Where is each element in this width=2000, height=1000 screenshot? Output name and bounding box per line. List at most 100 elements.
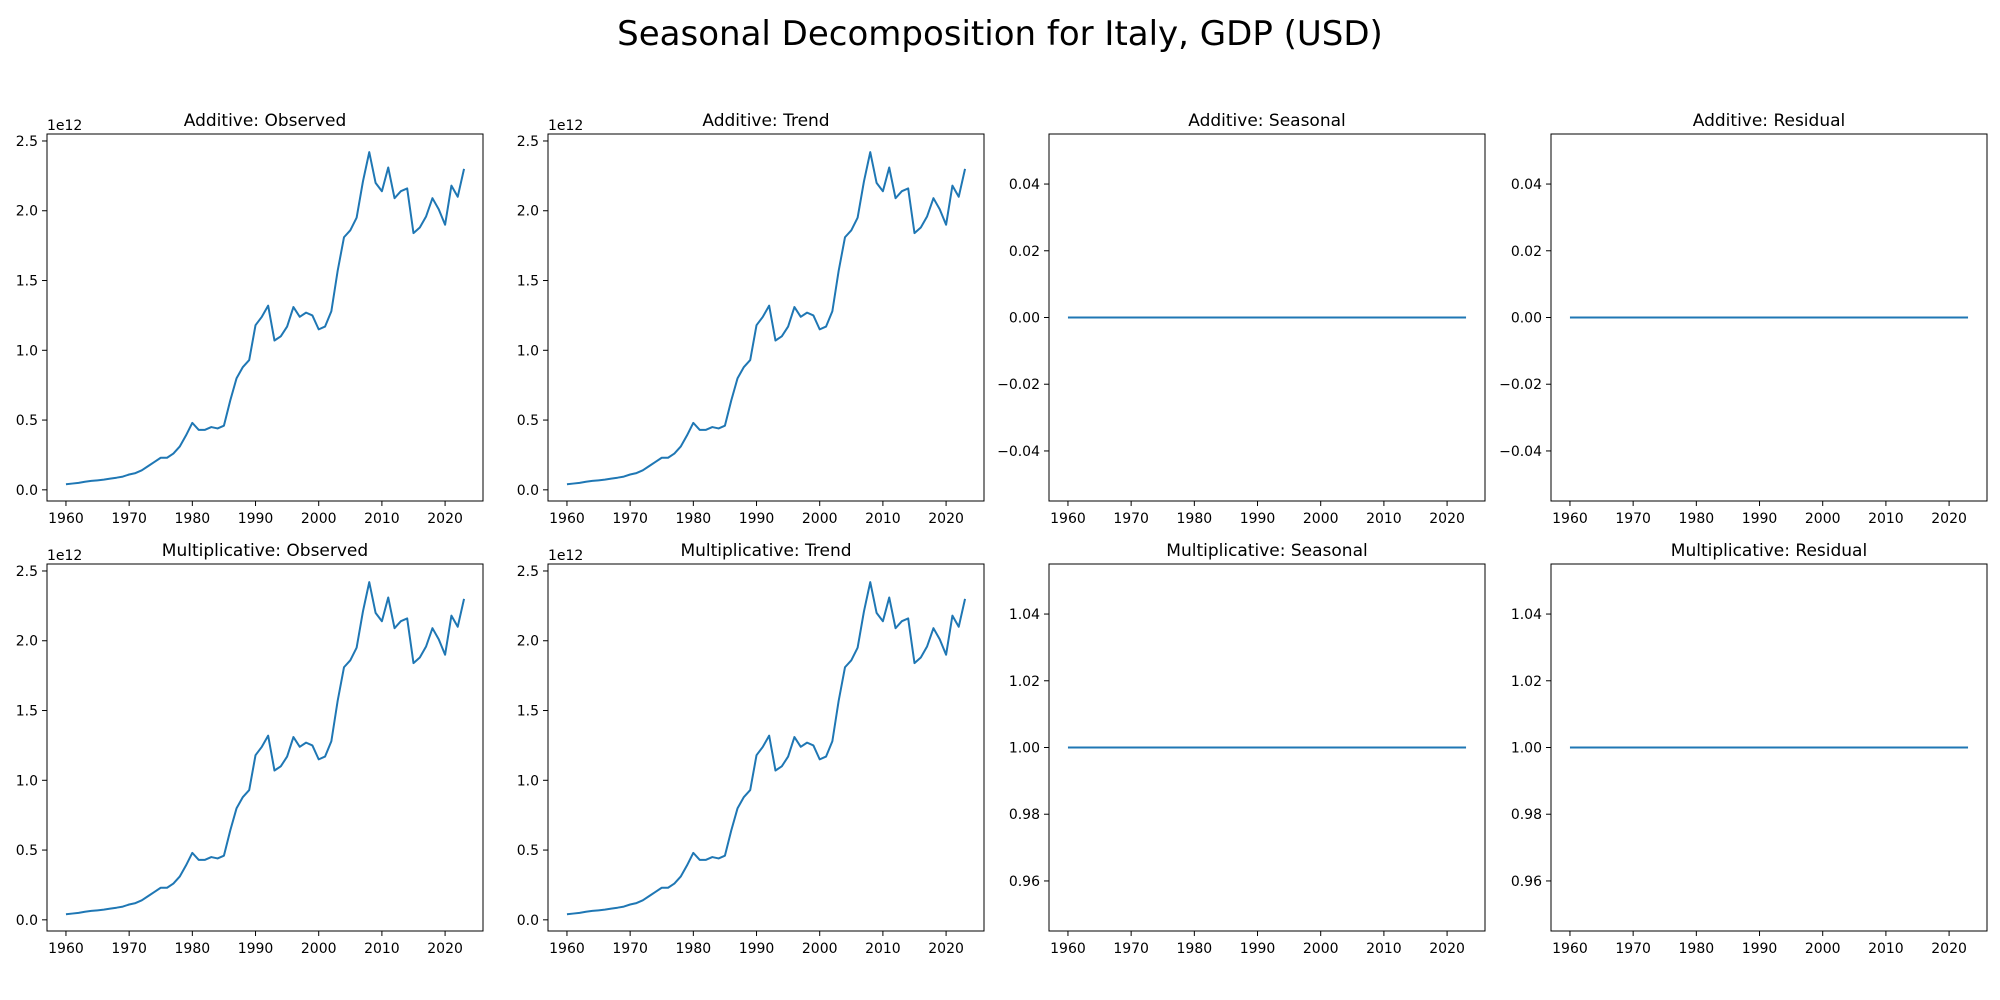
y-tick-label: −0.02 (997, 377, 1040, 393)
x-tick-label: 2010 (865, 511, 901, 527)
y-tick-label: 0.0 (16, 913, 38, 929)
y-tick-label: 0.96 (1511, 874, 1542, 890)
x-tick-label: 1970 (111, 511, 147, 527)
x-tick-label: 1980 (175, 511, 211, 527)
y-tick-label: 1.5 (16, 274, 38, 290)
plot-frame (46, 133, 484, 502)
x-tick-label: 2010 (1868, 941, 1904, 957)
y-tick-label: 1.5 (517, 704, 539, 720)
x-tick-label: 2000 (802, 941, 838, 957)
x-tick-label: 2010 (1868, 511, 1904, 527)
x-tick-label: 2010 (865, 941, 901, 957)
x-tick-label: 1980 (1177, 511, 1213, 527)
x-tick-label: 1960 (549, 511, 585, 527)
y-tick-label: 1.0 (16, 773, 38, 789)
y-tick-label: 1.0 (16, 343, 38, 359)
x-tick-label: 1980 (1679, 511, 1715, 527)
series-line (65, 581, 466, 916)
x-tick-label: 1980 (175, 941, 211, 957)
plot-frame (547, 133, 985, 502)
x-tick-label: 1990 (1240, 511, 1276, 527)
y-tick-label: −0.04 (997, 444, 1040, 460)
y-tick-label: 1.04 (1009, 607, 1040, 623)
subplot-8: Multiplicative: Residual 1960 1970 1980 1990… (1511, 541, 1988, 957)
x-tick-label: 1960 (48, 511, 84, 527)
y-tick-label: 0.02 (1511, 244, 1542, 260)
y-offset-label: 1e12 (47, 118, 82, 134)
subplot-7: Multiplicative: Seasonal 1960 1970 1980 1990… (1009, 541, 1486, 957)
x-tick-label: 1970 (111, 941, 147, 957)
x-tick-label: 2010 (364, 511, 400, 527)
y-tick-label: 0.5 (517, 413, 539, 429)
y-tick-label: 1.5 (16, 704, 38, 720)
subplot-title: Multiplicative: Trend (680, 541, 851, 561)
y-tick-label: 2.5 (517, 564, 539, 580)
subplot-3: Additive: Seasonal 1960 1970 1980 1990 2000 20… (997, 111, 1486, 527)
x-tick-label: 2010 (1366, 941, 1402, 957)
series-line (566, 151, 967, 486)
y-tick-label: 1.0 (517, 773, 539, 789)
x-tick-label: 1990 (739, 511, 775, 527)
y-tick-label: 0.5 (517, 843, 539, 859)
y-tick-label: 2.5 (16, 564, 38, 580)
y-offset-label: 1e12 (548, 548, 583, 564)
subplot-title: Multiplicative: Residual (1671, 541, 1867, 561)
y-tick-label: 1.02 (1511, 674, 1542, 690)
x-tick-label: 1970 (1113, 511, 1149, 527)
subplot-1: Additive: Observed 1960 1970 1980 1990 2000 20… (16, 111, 484, 527)
x-tick-label: 2020 (1429, 511, 1465, 527)
x-tick-label: 1960 (48, 941, 84, 957)
series-line (65, 151, 466, 486)
y-tick-label: 2.0 (517, 204, 539, 220)
x-tick-label: 2000 (802, 511, 838, 527)
x-tick-label: 1990 (238, 511, 274, 527)
x-tick-label: 1960 (1050, 941, 1086, 957)
y-tick-label: 0.04 (1009, 177, 1040, 193)
x-tick-label: 2020 (427, 941, 463, 957)
x-tick-label: 1960 (1552, 941, 1588, 957)
x-tick-label: 2010 (364, 941, 400, 957)
x-tick-label: 1970 (1615, 941, 1651, 957)
y-tick-label: 0.5 (16, 413, 38, 429)
y-tick-label: 1.5 (517, 274, 539, 290)
y-offset-label: 1e12 (47, 548, 82, 564)
y-tick-label: 0.0 (16, 483, 38, 499)
y-tick-label: 0.98 (1511, 807, 1542, 823)
subplot-title: Additive: Trend (702, 111, 829, 131)
x-tick-label: 2000 (301, 511, 337, 527)
subplot-5: Multiplicative: Observed 1960 1970 1980 1990… (16, 541, 484, 957)
y-tick-label: 1.02 (1009, 674, 1040, 690)
subplot-title: Multiplicative: Seasonal (1166, 541, 1367, 561)
x-tick-label: 2020 (1429, 941, 1465, 957)
y-tick-label: 2.0 (16, 204, 38, 220)
x-tick-label: 1980 (676, 941, 712, 957)
y-tick-label: 0.00 (1511, 311, 1542, 327)
y-tick-label: 0.00 (1009, 311, 1040, 327)
x-tick-label: 2000 (1303, 941, 1339, 957)
subplot-6: Multiplicative: Trend 1960 1970 1980 1990 200… (517, 541, 985, 957)
x-tick-label: 2000 (1303, 511, 1339, 527)
x-tick-label: 1990 (1240, 941, 1276, 957)
x-tick-label: 2000 (1805, 941, 1841, 957)
plot-frame (547, 563, 985, 932)
x-tick-label: 2020 (427, 511, 463, 527)
y-tick-label: 0.5 (16, 843, 38, 859)
y-tick-label: 2.5 (517, 134, 539, 150)
y-offset-label: 1e12 (548, 118, 583, 134)
x-tick-label: 1990 (739, 941, 775, 957)
x-tick-label: 1970 (1615, 511, 1651, 527)
figure-title: Seasonal Decomposition for Italy, GDP (U… (617, 14, 1383, 54)
x-tick-label: 1980 (1679, 941, 1715, 957)
subplot-4: Additive: Residual 1960 1970 1980 1990 2000 20… (1499, 111, 1988, 527)
x-tick-label: 2020 (1931, 511, 1967, 527)
plot-frame (46, 563, 484, 932)
y-tick-label: 0.02 (1009, 244, 1040, 260)
x-tick-label: 2020 (1931, 941, 1967, 957)
x-tick-label: 1990 (1742, 941, 1778, 957)
x-tick-label: 2020 (928, 941, 964, 957)
y-tick-label: 0.0 (517, 483, 539, 499)
x-tick-label: 1980 (676, 511, 712, 527)
x-tick-label: 1960 (1050, 511, 1086, 527)
y-tick-label: 2.5 (16, 134, 38, 150)
